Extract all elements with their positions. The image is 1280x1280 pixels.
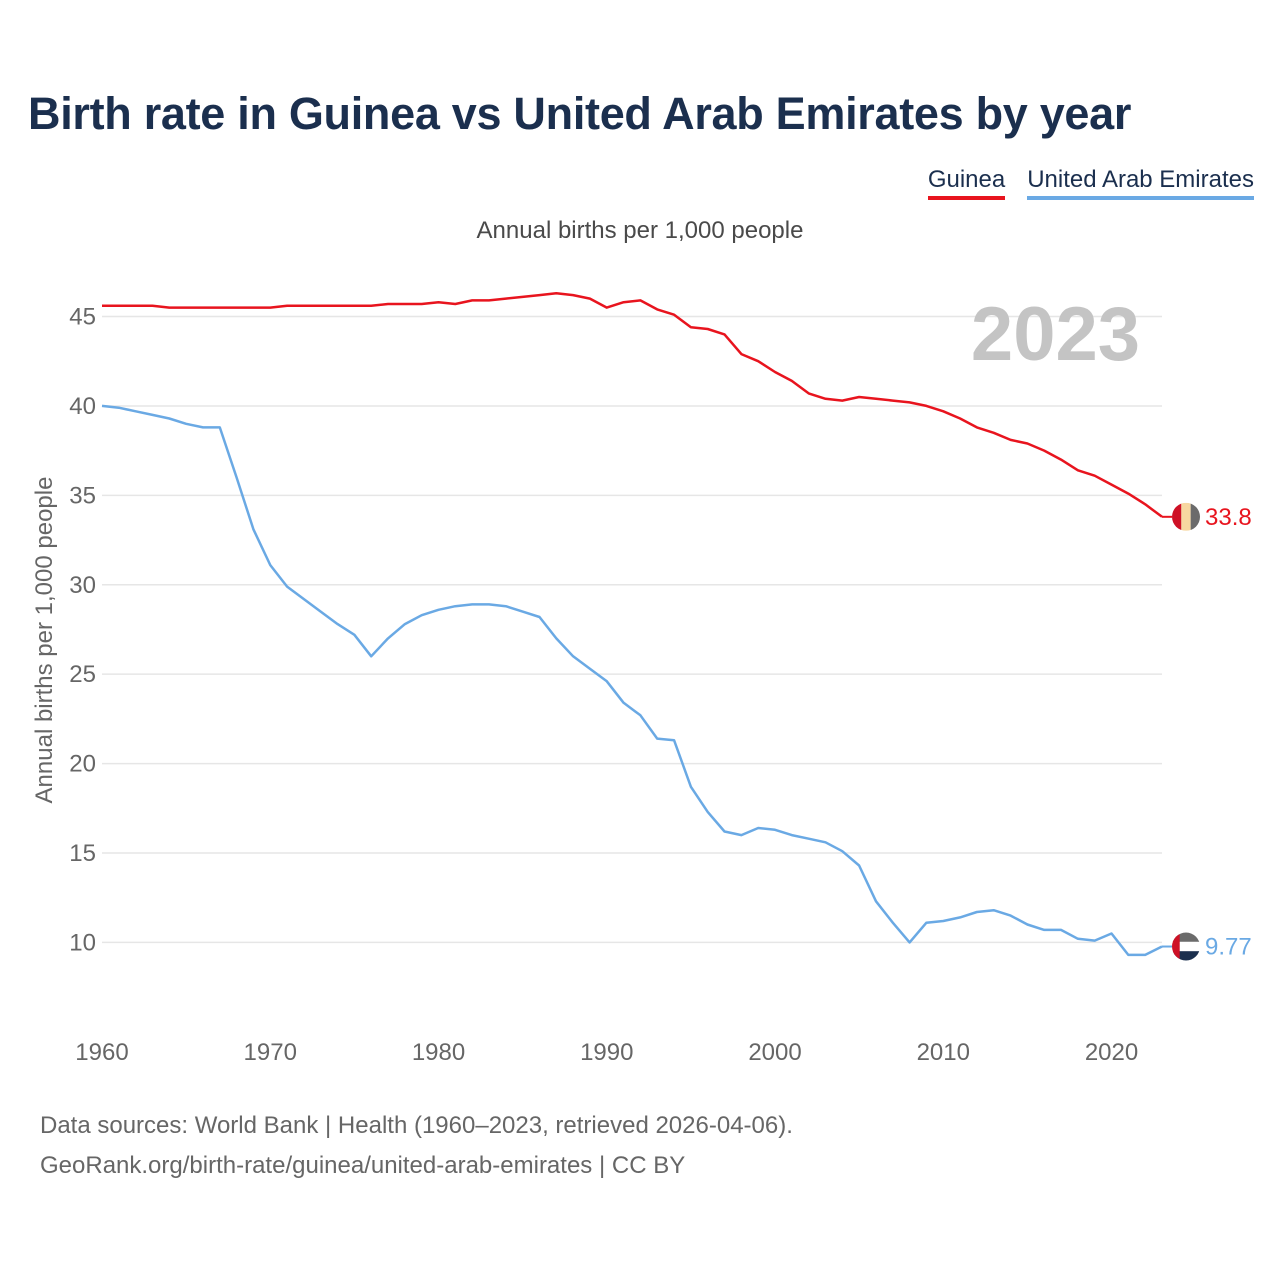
chart-subtitle: Annual births per 1,000 people	[476, 217, 804, 244]
year-watermark: 2023	[971, 292, 1140, 377]
chart-title: Birth rate in Guinea vs United Arab Emir…	[28, 88, 1132, 139]
series-line-uae	[101, 404, 1163, 957]
y-tick-label-10: 10	[69, 929, 96, 956]
x-tick-label-1980: 1980	[412, 1039, 465, 1066]
y-tick-label-35: 35	[69, 482, 96, 509]
x-tick-label-1960: 1960	[75, 1039, 128, 1066]
x-tick-label-1970: 1970	[244, 1039, 297, 1066]
y-tick-label-15: 15	[69, 840, 96, 867]
legend-item-uae[interactable]: United Arab Emirates	[1027, 166, 1254, 200]
x-tick-label-2020: 2020	[1085, 1039, 1138, 1066]
footer: Data sources: World Bank | Health (1960–…	[40, 1106, 793, 1186]
guinea-flag-icon	[1172, 502, 1200, 531]
footer-attribution: GeoRank.org/birth-rate/guinea/united-ara…	[40, 1152, 686, 1179]
y-axis-label: Annual births per 1,000 people	[31, 477, 58, 804]
end-value-label-uae: 9.77	[1205, 934, 1252, 961]
footer-sources: Data sources: World Bank | Health (1960–…	[40, 1112, 793, 1139]
series-line-guinea	[102, 292, 1163, 518]
legend-item-guinea[interactable]: Guinea	[927, 166, 1006, 200]
y-tick-label-25: 25	[69, 661, 96, 688]
y-tick-label-20: 20	[69, 751, 96, 778]
x-tick-label-2010: 2010	[917, 1039, 970, 1066]
y-tick-label-30: 30	[69, 572, 96, 599]
x-tick-label-1990: 1990	[580, 1039, 633, 1066]
legend: Guinea United Arab Emirates	[927, 166, 1254, 200]
uae-flag-icon	[1172, 932, 1200, 961]
x-tick-label-2000: 2000	[748, 1039, 801, 1066]
y-tick-label-45: 45	[69, 304, 96, 331]
y-tick-label-40: 40	[69, 393, 96, 420]
end-value-label-guinea: 33.8	[1205, 504, 1252, 531]
